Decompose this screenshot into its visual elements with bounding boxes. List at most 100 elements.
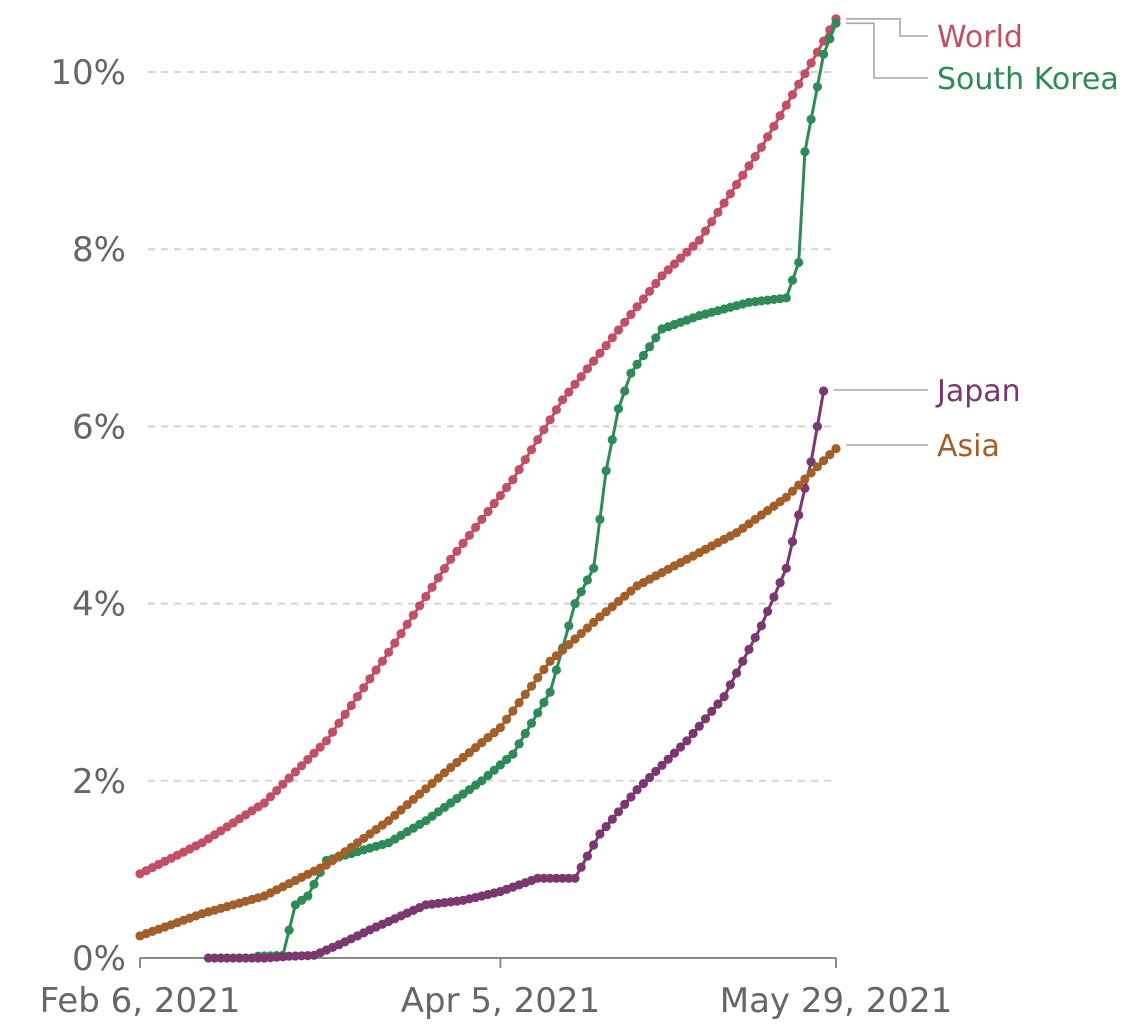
data-point-world: [502, 482, 512, 493]
data-point-south-korea: [595, 514, 605, 525]
data-point-south-korea: [806, 114, 816, 124]
data-point-japan: [744, 644, 754, 655]
data-point-south-korea: [508, 749, 518, 759]
data-point-world: [688, 241, 698, 251]
series-labels: World South Korea Japan Asia: [833, 18, 1119, 464]
data-point-south-korea: [545, 687, 555, 697]
data-point-world: [471, 522, 481, 533]
data-point-world: [570, 379, 580, 389]
data-point-asia: [439, 768, 450, 778]
data-point-south-korea: [570, 599, 580, 609]
data-point-asia: [402, 800, 412, 810]
data-point-asia: [495, 723, 505, 733]
data-point-japan: [595, 829, 605, 839]
data-point-world: [769, 121, 779, 131]
data-point-asia: [477, 738, 487, 748]
data-point-asia: [595, 612, 605, 622]
y-tick-label: 10%: [50, 53, 126, 93]
data-point-world: [651, 278, 661, 289]
data-point-asia: [613, 596, 624, 607]
data-point-south-korea: [825, 34, 835, 44]
data-point-world: [781, 100, 791, 110]
data-point-asia: [582, 623, 593, 633]
data-point-asia: [551, 651, 562, 661]
data-point-world: [806, 58, 816, 68]
data-point-asia: [483, 733, 493, 743]
data-point-asia: [601, 607, 611, 617]
y-tick-label: 0%: [72, 939, 126, 979]
data-point-world: [315, 742, 325, 752]
data-point-asia: [825, 450, 835, 460]
data-point-asia: [781, 492, 791, 502]
data-point-japan: [775, 578, 785, 588]
data-point-japan: [763, 606, 773, 617]
data-point-asia: [526, 681, 537, 691]
data-point-japan: [725, 680, 736, 690]
data-point-world: [328, 727, 338, 737]
data-point-asia: [433, 773, 443, 783]
data-point-world: [352, 692, 363, 702]
series-japan: [203, 386, 829, 963]
data-point-asia: [464, 748, 474, 758]
data-point-japan: [769, 592, 779, 602]
data-point-world: [645, 286, 655, 296]
data-point-asia: [806, 468, 816, 478]
data-point-world: [694, 235, 704, 245]
data-point-south-korea: [626, 368, 636, 378]
data-point-asia: [514, 698, 524, 708]
data-point-south-korea: [607, 435, 617, 445]
x-tick-label: May 29, 2021: [720, 981, 953, 1021]
data-point-japan: [570, 873, 580, 883]
data-point-asia: [570, 634, 580, 644]
data-point-world: [377, 656, 387, 666]
data-point-world: [514, 465, 524, 475]
data-point-japan: [669, 748, 680, 758]
data-point-world: [595, 348, 605, 358]
data-point-world: [725, 189, 736, 199]
data-point-japan: [582, 851, 593, 861]
data-point-asia: [471, 743, 481, 753]
data-point-japan: [632, 785, 642, 795]
data-point-south-korea: [483, 770, 493, 781]
data-point-south-korea: [831, 18, 841, 28]
data-point-japan: [806, 457, 816, 467]
data-point-world: [551, 405, 562, 415]
data-point-japan: [626, 792, 636, 802]
data-point-world: [371, 665, 381, 675]
data-point-south-korea: [601, 466, 611, 476]
data-point-world: [700, 226, 711, 236]
x-tick-label: Feb 6, 2021: [40, 981, 241, 1021]
series-label-south-korea: South Korea: [937, 62, 1119, 97]
data-point-south-korea: [638, 350, 649, 361]
grid: 0% 2% 4% 6% 8% 10%: [50, 53, 836, 979]
data-point-japan: [812, 421, 823, 431]
data-point-asia: [787, 486, 798, 496]
data-point-japan: [613, 807, 624, 817]
data-point-world: [539, 425, 549, 435]
data-point-world: [657, 271, 667, 281]
data-point-south-korea: [495, 760, 505, 770]
data-point-japan: [589, 840, 599, 850]
data-point-world: [284, 773, 294, 783]
data-point-asia: [384, 816, 394, 826]
data-point-world: [775, 111, 785, 121]
data-point-south-korea: [551, 665, 562, 675]
y-tick-label: 4%: [72, 585, 126, 625]
data-point-world: [427, 582, 437, 592]
data-point-south-korea: [645, 342, 655, 352]
data-point-world: [576, 372, 586, 382]
data-point-japan: [781, 563, 791, 573]
data-point-south-korea: [520, 728, 530, 739]
data-point-south-korea: [539, 697, 549, 708]
data-point-japan: [620, 799, 630, 810]
x-tick-label: Apr 5, 2021: [401, 981, 600, 1021]
data-point-asia: [564, 640, 574, 650]
data-point-south-korea: [502, 754, 512, 765]
series-lines: [135, 14, 841, 963]
data-point-world: [346, 700, 356, 711]
data-point-japan: [719, 692, 729, 702]
y-tick-label: 2%: [72, 762, 126, 802]
data-point-south-korea: [284, 925, 294, 935]
data-point-japan: [688, 728, 698, 739]
